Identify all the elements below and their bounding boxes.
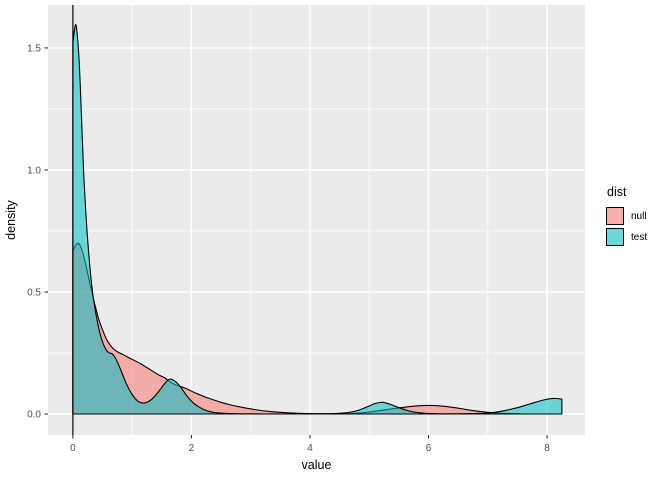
- legend: dist null test: [606, 185, 647, 249]
- x-axis-title: value: [301, 458, 332, 472]
- legend-key-swatch-null: [606, 207, 624, 225]
- x-tick-label: 4: [307, 443, 313, 454]
- legend-label-null: null: [631, 210, 647, 222]
- y-axis-title: density: [4, 200, 18, 240]
- y-tick-label: 0.5: [27, 287, 41, 298]
- x-tick-label: 2: [189, 443, 195, 454]
- y-tick-label: 0.0: [27, 410, 41, 421]
- y-tick-label: 1.5: [27, 43, 41, 54]
- x-tick-label: 8: [544, 443, 550, 454]
- x-tick-label: 0: [70, 443, 76, 454]
- legend-title: dist: [607, 185, 627, 199]
- density-area-test: [72, 24, 563, 415]
- legend-key-swatch-test: [606, 228, 624, 246]
- legend-label-test: test: [631, 231, 648, 243]
- y-tick-label: 1.0: [27, 165, 41, 176]
- x-tick-label: 6: [426, 443, 432, 454]
- legend-item-null: null: [606, 207, 647, 225]
- legend-item-test: test: [606, 228, 647, 246]
